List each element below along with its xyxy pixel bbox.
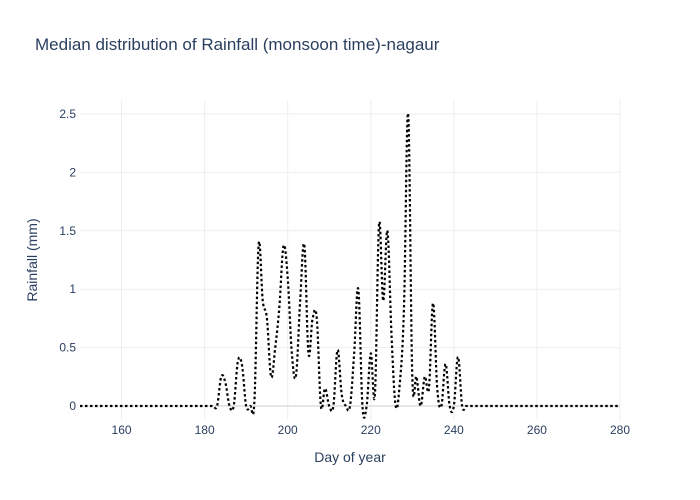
chart-title: Median distribution of Rainfall (monsoon… [35,35,440,54]
x-tick-label: 180 [195,423,215,437]
x-tick-label: 280 [610,423,630,437]
y-tick-label: 0 [69,399,76,413]
x-tick-label: 160 [112,423,132,437]
gridlines [80,100,621,420]
y-axis-ticks: 0 0.5 1 1.5 2 2.5 [59,107,76,413]
x-tick-label: 200 [278,423,298,437]
x-axis-ticks: 160 180 200 220 240 260 280 [112,423,631,437]
plot-area[interactable] [79,112,620,419]
y-tick-label: 0.5 [59,341,76,355]
y-tick-label: 1 [69,282,76,296]
y-tick-label: 2 [69,165,76,179]
x-tick-label: 220 [361,423,381,437]
x-tick-label: 260 [527,423,547,437]
x-tick-label: 240 [444,423,464,437]
y-tick-label: 2.5 [59,107,76,121]
x-axis-title: Day of year [314,449,386,465]
rainfall-series-line[interactable] [79,112,620,419]
y-tick-label: 1.5 [59,224,76,238]
y-axis-title: Rainfall (mm) [24,218,40,301]
